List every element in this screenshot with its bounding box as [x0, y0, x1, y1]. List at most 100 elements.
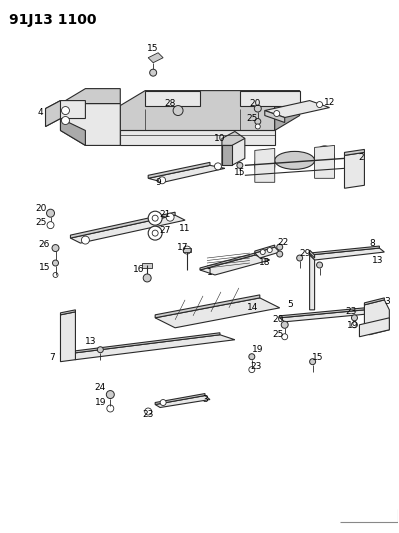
Polygon shape	[255, 148, 275, 182]
Polygon shape	[142, 263, 152, 268]
Text: 5: 5	[287, 301, 292, 309]
Circle shape	[160, 400, 166, 406]
Polygon shape	[310, 246, 379, 255]
Text: 27: 27	[160, 225, 171, 235]
Polygon shape	[275, 91, 300, 131]
Circle shape	[297, 255, 302, 261]
Text: 2: 2	[359, 153, 364, 162]
Circle shape	[106, 391, 114, 399]
Text: 23: 23	[250, 362, 261, 371]
Text: 23: 23	[346, 308, 357, 317]
Polygon shape	[71, 215, 185, 243]
Polygon shape	[61, 88, 120, 118]
Text: 91J13 1100: 91J13 1100	[9, 13, 96, 27]
Text: 11: 11	[179, 224, 191, 232]
Polygon shape	[255, 245, 275, 253]
Polygon shape	[61, 333, 220, 354]
Text: 13: 13	[85, 337, 96, 346]
Polygon shape	[265, 101, 330, 117]
Polygon shape	[148, 53, 163, 63]
Circle shape	[281, 321, 288, 328]
Circle shape	[148, 226, 162, 240]
Ellipse shape	[275, 151, 314, 169]
Text: 28: 28	[164, 99, 176, 108]
Text: 25: 25	[246, 114, 257, 123]
Text: 3: 3	[202, 395, 208, 404]
Polygon shape	[280, 308, 364, 318]
Circle shape	[148, 211, 162, 225]
Text: 12: 12	[324, 98, 335, 107]
Polygon shape	[71, 212, 175, 238]
Text: 15: 15	[39, 263, 50, 272]
Text: 21: 21	[160, 209, 171, 219]
Polygon shape	[183, 248, 191, 252]
Polygon shape	[314, 146, 334, 179]
Text: 15: 15	[147, 44, 159, 53]
Text: 4: 4	[38, 108, 43, 117]
Text: 25: 25	[272, 330, 283, 340]
Polygon shape	[148, 163, 210, 179]
Text: 15: 15	[312, 353, 323, 362]
Circle shape	[52, 245, 59, 252]
Circle shape	[143, 274, 151, 282]
Polygon shape	[145, 91, 200, 106]
Text: 29: 29	[299, 248, 310, 257]
Circle shape	[255, 118, 261, 125]
Text: 20: 20	[35, 204, 46, 213]
Circle shape	[249, 354, 255, 360]
Text: 16: 16	[132, 265, 144, 274]
Polygon shape	[61, 118, 85, 146]
Polygon shape	[344, 152, 364, 188]
Polygon shape	[61, 335, 235, 360]
Circle shape	[255, 124, 260, 129]
Polygon shape	[310, 248, 384, 260]
Polygon shape	[364, 300, 389, 335]
Polygon shape	[61, 312, 75, 362]
Polygon shape	[200, 253, 255, 270]
Circle shape	[267, 247, 272, 253]
Text: 24: 24	[95, 383, 106, 392]
Polygon shape	[265, 110, 285, 123]
Circle shape	[254, 105, 261, 112]
Polygon shape	[120, 131, 275, 146]
Polygon shape	[364, 298, 384, 305]
Circle shape	[282, 334, 288, 340]
Polygon shape	[280, 310, 369, 322]
Text: 8: 8	[369, 239, 375, 248]
Text: 18: 18	[259, 257, 271, 266]
Text: 17: 17	[177, 243, 189, 252]
Polygon shape	[45, 101, 61, 126]
Polygon shape	[120, 91, 300, 131]
Circle shape	[159, 177, 166, 184]
Text: 19: 19	[347, 321, 358, 330]
Polygon shape	[310, 255, 314, 310]
Polygon shape	[148, 165, 225, 182]
Text: 25: 25	[35, 217, 46, 227]
Circle shape	[47, 222, 54, 229]
Polygon shape	[155, 395, 210, 408]
Polygon shape	[222, 139, 245, 165]
Polygon shape	[45, 101, 85, 126]
Circle shape	[97, 347, 103, 353]
Text: 19: 19	[95, 398, 106, 407]
Text: 19: 19	[252, 345, 264, 354]
Circle shape	[277, 251, 283, 257]
Polygon shape	[359, 318, 389, 337]
Polygon shape	[240, 91, 300, 106]
Ellipse shape	[255, 153, 275, 178]
Circle shape	[274, 110, 280, 117]
Polygon shape	[61, 103, 120, 146]
Text: 26: 26	[39, 239, 50, 248]
Circle shape	[214, 163, 221, 170]
Text: 20: 20	[272, 316, 283, 324]
Ellipse shape	[314, 146, 334, 171]
Circle shape	[173, 106, 183, 116]
Text: 22: 22	[277, 238, 288, 247]
Polygon shape	[344, 149, 364, 156]
Text: 1: 1	[207, 269, 213, 278]
Polygon shape	[255, 247, 280, 258]
Circle shape	[352, 315, 358, 321]
Polygon shape	[222, 146, 232, 165]
Text: 10: 10	[214, 134, 226, 143]
Polygon shape	[310, 250, 314, 258]
